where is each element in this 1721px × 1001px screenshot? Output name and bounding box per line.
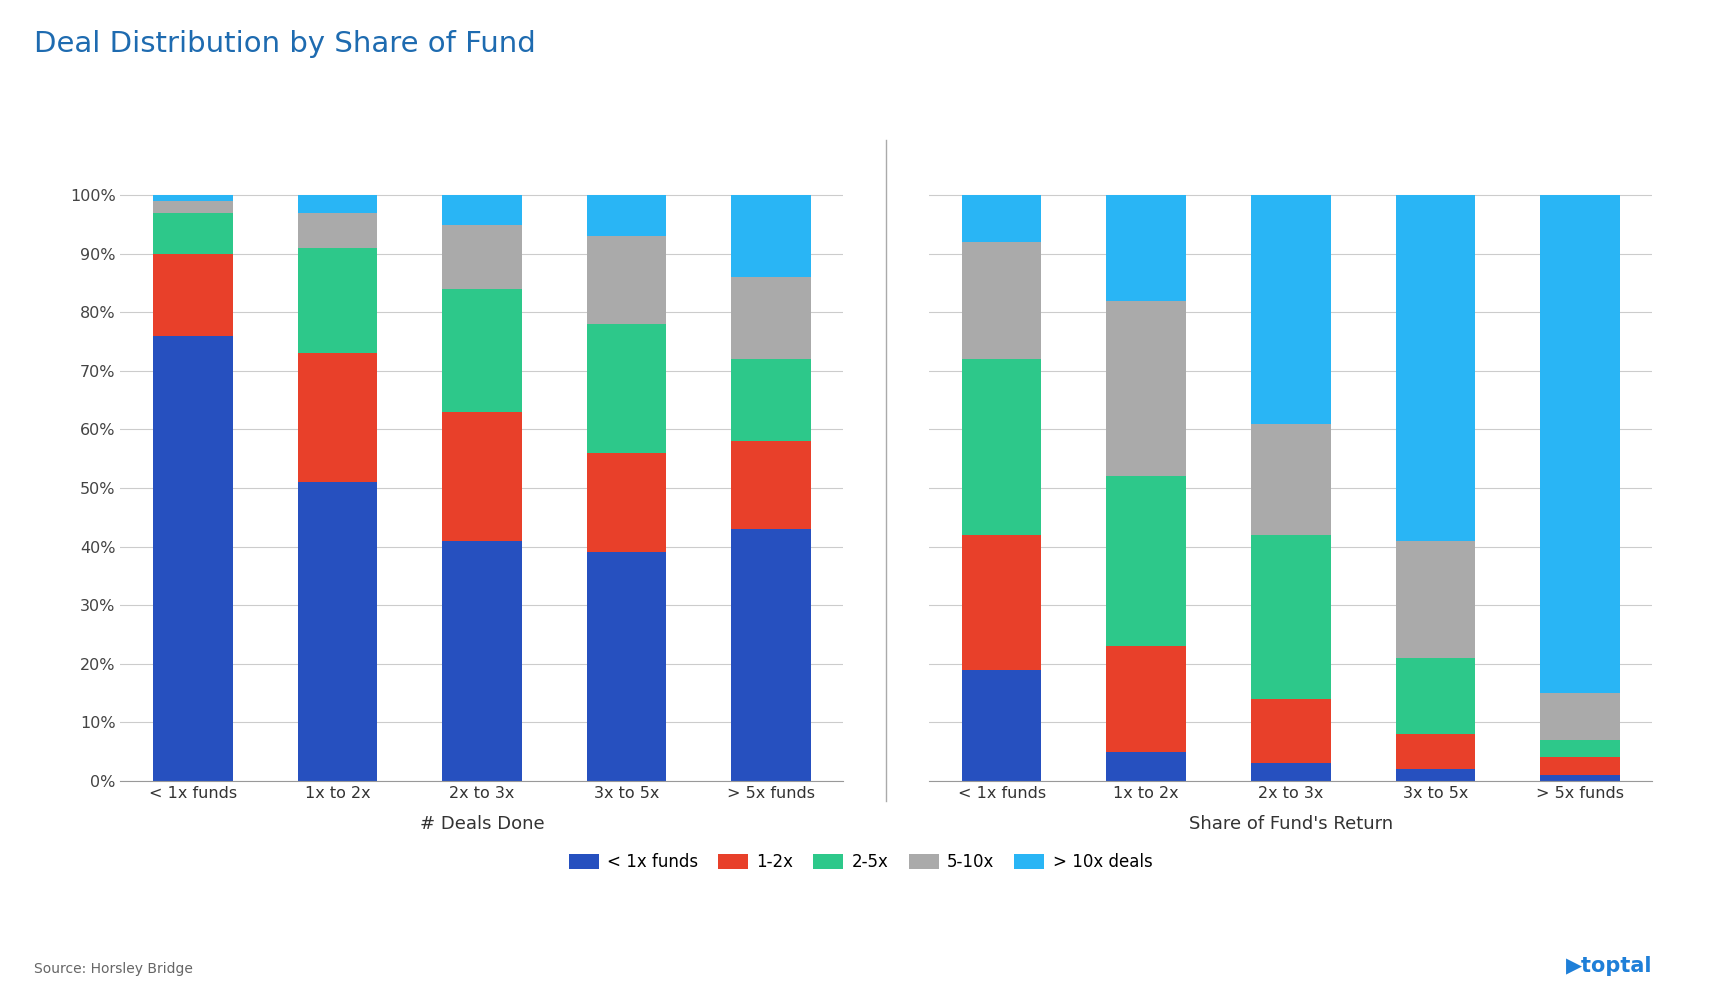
Bar: [298, 248, 377, 353]
Bar: [1251, 195, 1330, 423]
Bar: [1107, 300, 1186, 476]
Bar: [587, 553, 666, 781]
Bar: [962, 359, 1041, 535]
Bar: [153, 201, 232, 213]
Bar: [1107, 646, 1186, 752]
Bar: [1396, 658, 1475, 734]
X-axis label: # Deals Done: # Deals Done: [420, 815, 544, 833]
Bar: [962, 670, 1041, 781]
X-axis label: Share of Fund's Return: Share of Fund's Return: [1189, 815, 1392, 833]
Text: Deal Distribution by Share of Fund: Deal Distribution by Share of Fund: [34, 30, 537, 58]
Bar: [587, 236, 666, 324]
Bar: [1396, 769, 1475, 781]
Bar: [1107, 195, 1186, 300]
Bar: [962, 535, 1041, 670]
Bar: [298, 195, 377, 213]
Bar: [442, 195, 521, 224]
Bar: [153, 213, 232, 254]
Bar: [1540, 758, 1619, 775]
Bar: [587, 324, 666, 452]
Bar: [587, 195, 666, 236]
Bar: [731, 529, 811, 781]
Text: Source: Horsley Bridge: Source: Horsley Bridge: [34, 962, 193, 976]
Bar: [1540, 775, 1619, 781]
Bar: [298, 482, 377, 781]
Bar: [1396, 541, 1475, 658]
Bar: [442, 289, 521, 412]
Bar: [731, 277, 811, 359]
Bar: [1251, 423, 1330, 535]
Bar: [1251, 699, 1330, 763]
Bar: [153, 335, 232, 781]
Legend: < 1x funds, 1-2x, 2-5x, 5-10x, > 10x deals: < 1x funds, 1-2x, 2-5x, 5-10x, > 10x dea…: [563, 846, 1158, 878]
Bar: [1540, 693, 1619, 740]
Bar: [962, 195, 1041, 242]
Bar: [962, 242, 1041, 359]
Bar: [153, 195, 232, 201]
Bar: [731, 441, 811, 529]
Bar: [442, 412, 521, 541]
Bar: [1396, 734, 1475, 769]
Bar: [1107, 476, 1186, 646]
Bar: [587, 452, 666, 553]
Bar: [731, 359, 811, 441]
Bar: [1107, 752, 1186, 781]
Bar: [298, 213, 377, 248]
Bar: [731, 195, 811, 277]
Bar: [1540, 195, 1619, 693]
Bar: [1251, 763, 1330, 781]
Bar: [1251, 535, 1330, 699]
Bar: [442, 224, 521, 289]
Bar: [1540, 740, 1619, 758]
Bar: [298, 353, 377, 482]
Bar: [153, 254, 232, 335]
Bar: [442, 541, 521, 781]
Bar: [1396, 195, 1475, 541]
Text: ▶toptal: ▶toptal: [1566, 956, 1652, 976]
